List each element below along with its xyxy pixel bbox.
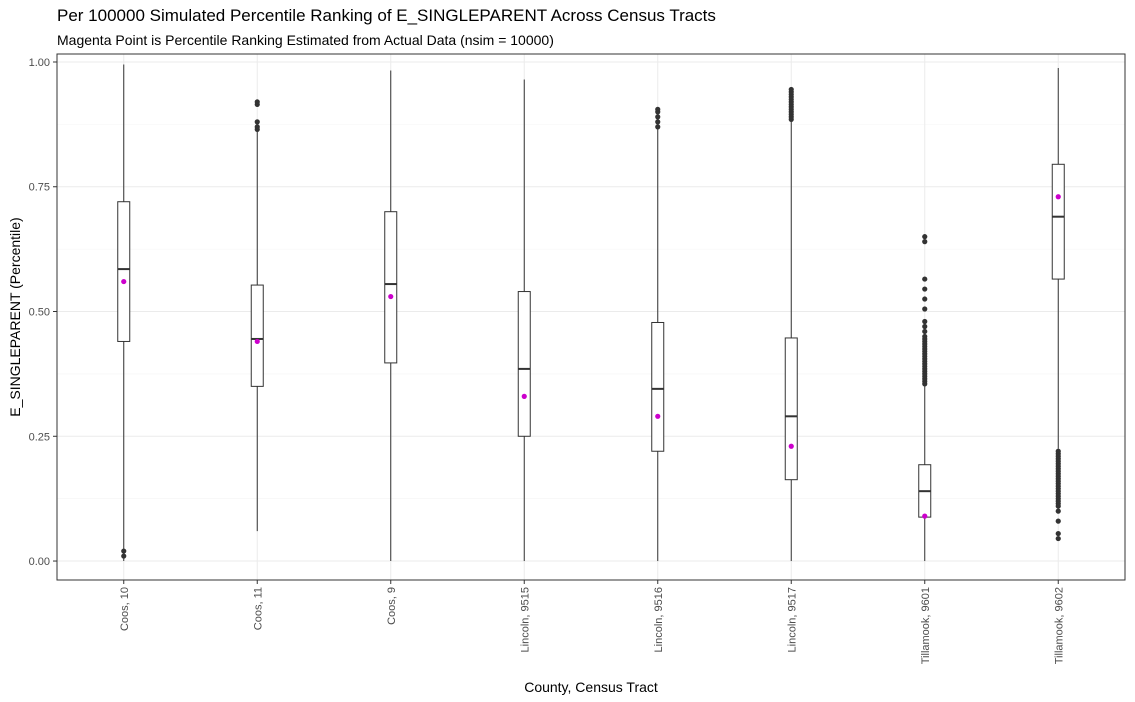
outlier-point [655, 124, 661, 130]
outlier-point [655, 106, 661, 112]
chart-title: Per 100000 Simulated Percentile Ranking … [57, 6, 716, 25]
outlier-point [788, 86, 794, 93]
outlier-point [922, 306, 928, 312]
box-group [918, 234, 932, 562]
outlier-point [922, 276, 928, 282]
outlier-point [922, 323, 928, 330]
actual-value-point [254, 338, 260, 345]
x-tick-label: Tillamook, 9602 [1053, 587, 1065, 664]
outlier-point [1055, 518, 1061, 524]
box-group [1051, 67, 1065, 542]
outlier-point [922, 239, 928, 245]
actual-value-point [521, 393, 527, 399]
outlier-point [922, 318, 928, 325]
outlier-point [1055, 448, 1061, 454]
box-group [117, 64, 131, 562]
y-axis-title: E_SINGLEPARENT (Percentile) [7, 217, 23, 416]
boxplot-series [117, 64, 1065, 562]
outlier-point [922, 234, 928, 240]
x-tick-label: Lincoln, 9516 [653, 587, 665, 652]
box-group [250, 99, 264, 532]
box-group [784, 86, 798, 562]
iqr-box [517, 291, 531, 437]
box-group [517, 79, 531, 562]
grid-lines [57, 54, 1125, 580]
x-tick-label: Lincoln, 9517 [786, 587, 798, 652]
outlier-point [1055, 530, 1061, 537]
x-tick-label: Coos, 10 [119, 587, 131, 631]
outlier-point [655, 119, 661, 125]
iqr-box [784, 337, 798, 481]
iqr-box [384, 211, 398, 364]
y-tick-label: 0.25 [29, 431, 50, 443]
axes: 0.00 0.25 0.50 0.75 1.00 Coos, 10 Coos, 11 Coos… [29, 57, 1066, 664]
iqr-box [1051, 163, 1065, 280]
actual-value-point [121, 278, 127, 285]
actual-value-point [1055, 194, 1061, 200]
outlier-point [121, 548, 127, 554]
x-tick-label: Coos, 11 [252, 587, 264, 630]
y-tick-label: 0.75 [29, 182, 50, 194]
y-tick-label: 1.00 [29, 57, 50, 69]
outlier-point [254, 119, 260, 125]
actual-value-point [388, 293, 394, 300]
actual-value-point [922, 513, 928, 519]
outlier-point [1055, 508, 1061, 514]
x-axis-title: County, Census Tract [524, 679, 658, 695]
iqr-box [651, 321, 665, 452]
outlier-point [1055, 535, 1061, 542]
outlier-point [655, 114, 661, 120]
box-group [384, 70, 398, 562]
outlier-point [922, 333, 928, 340]
outlier-point [922, 286, 928, 292]
x-tick-label: Lincoln, 9515 [519, 587, 531, 652]
iqr-box [117, 201, 131, 342]
chart-subtitle: Magenta Point is Percentile Ranking Esti… [57, 32, 554, 48]
outlier-point [254, 124, 260, 130]
y-tick-label: 0.50 [29, 307, 50, 319]
box-group [651, 106, 665, 562]
x-tick-label: Tillamook, 9601 [920, 587, 932, 664]
panel-border [56, 53, 1126, 581]
outlier-point [121, 553, 127, 559]
x-tick-label: Coos, 9 [386, 587, 398, 625]
outlier-point [922, 328, 928, 335]
outlier-point [254, 99, 260, 105]
outlier-point [922, 296, 928, 302]
iqr-box [250, 284, 264, 387]
actual-value-point [788, 443, 794, 449]
actual-value-point [655, 413, 661, 419]
y-tick-label: 0.00 [29, 556, 50, 568]
